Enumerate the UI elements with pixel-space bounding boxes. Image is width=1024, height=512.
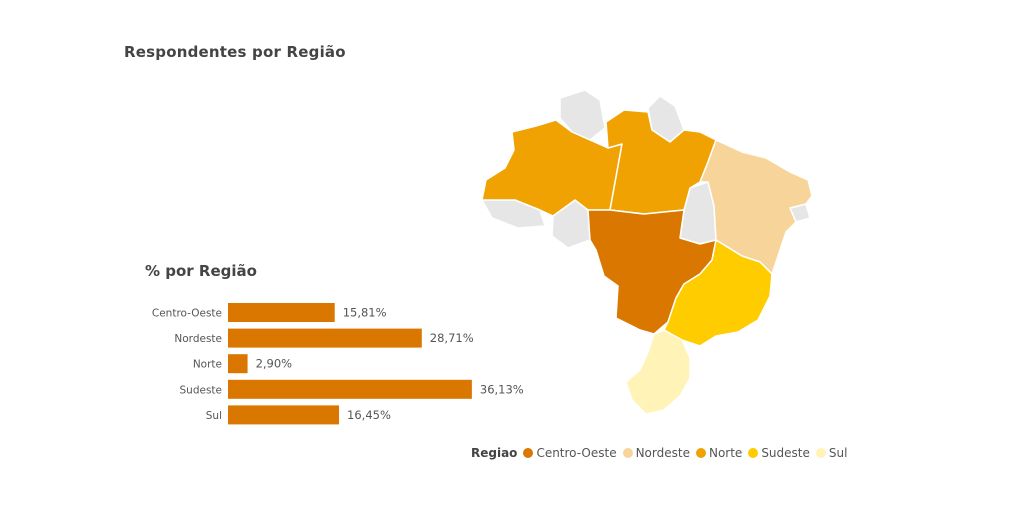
bar-value-label: 16,45% <box>347 408 391 422</box>
page-title: Respondentes por Região <box>124 43 346 61</box>
bar[interactable] <box>228 328 422 348</box>
legend-item-sul[interactable]: Sul <box>815 446 848 460</box>
legend-label: Sul <box>828 446 848 460</box>
legend-label: Nordeste <box>635 446 690 460</box>
legend-dot-icon <box>622 448 633 458</box>
bar-value-label: 28,71% <box>430 331 474 345</box>
bar-category-label: Sul <box>206 410 222 422</box>
bar-category-label: Sudeste <box>180 384 223 396</box>
map-region-sul[interactable] <box>625 329 691 415</box>
bar-category-label: Centro-Oeste <box>152 308 222 320</box>
legend-title: Regiao <box>471 446 518 460</box>
bar[interactable] <box>228 354 248 374</box>
legend-item-sudeste[interactable]: Sudeste <box>748 446 810 460</box>
bar[interactable] <box>228 379 472 399</box>
legend-item-norte[interactable]: Norte <box>695 446 743 460</box>
bar[interactable] <box>228 405 340 425</box>
bar-category-label: Nordeste <box>174 333 222 345</box>
map-region-norte-amazonas[interactable] <box>481 119 623 217</box>
legend-dot-icon <box>748 448 759 458</box>
legend-item-nordeste[interactable]: Nordeste <box>622 446 690 460</box>
legend-item-centro-oeste[interactable]: Centro-Oeste <box>523 446 617 460</box>
bar[interactable] <box>228 303 335 322</box>
map-region-nordeste[interactable] <box>699 139 813 275</box>
map-region-sudeste[interactable] <box>663 239 773 347</box>
bar-value-label: 2,90% <box>256 357 293 371</box>
legend-dot-icon <box>695 448 706 458</box>
bar-category-label: Norte <box>193 359 222 371</box>
bar-chart: Centro-Oeste 15,81% Nordeste 28,71% Norte 2,9… <box>152 303 524 425</box>
legend-label: Norte <box>708 446 743 460</box>
map-area-roraima <box>559 89 606 141</box>
legend-dot-icon <box>815 448 826 458</box>
legend-label: Sudeste <box>761 446 810 460</box>
bar-value-label: 36,13% <box>480 382 524 396</box>
bar-value-label: 15,81% <box>343 306 387 320</box>
brazil-region-map <box>481 89 813 415</box>
legend-label: Centro-Oeste <box>536 446 617 460</box>
bar-chart-title: % por Região <box>145 262 257 280</box>
legend-dot-icon <box>523 448 534 458</box>
map-legend: Regiao Centro-Oeste Nordeste Norte Sudes… <box>471 446 853 460</box>
